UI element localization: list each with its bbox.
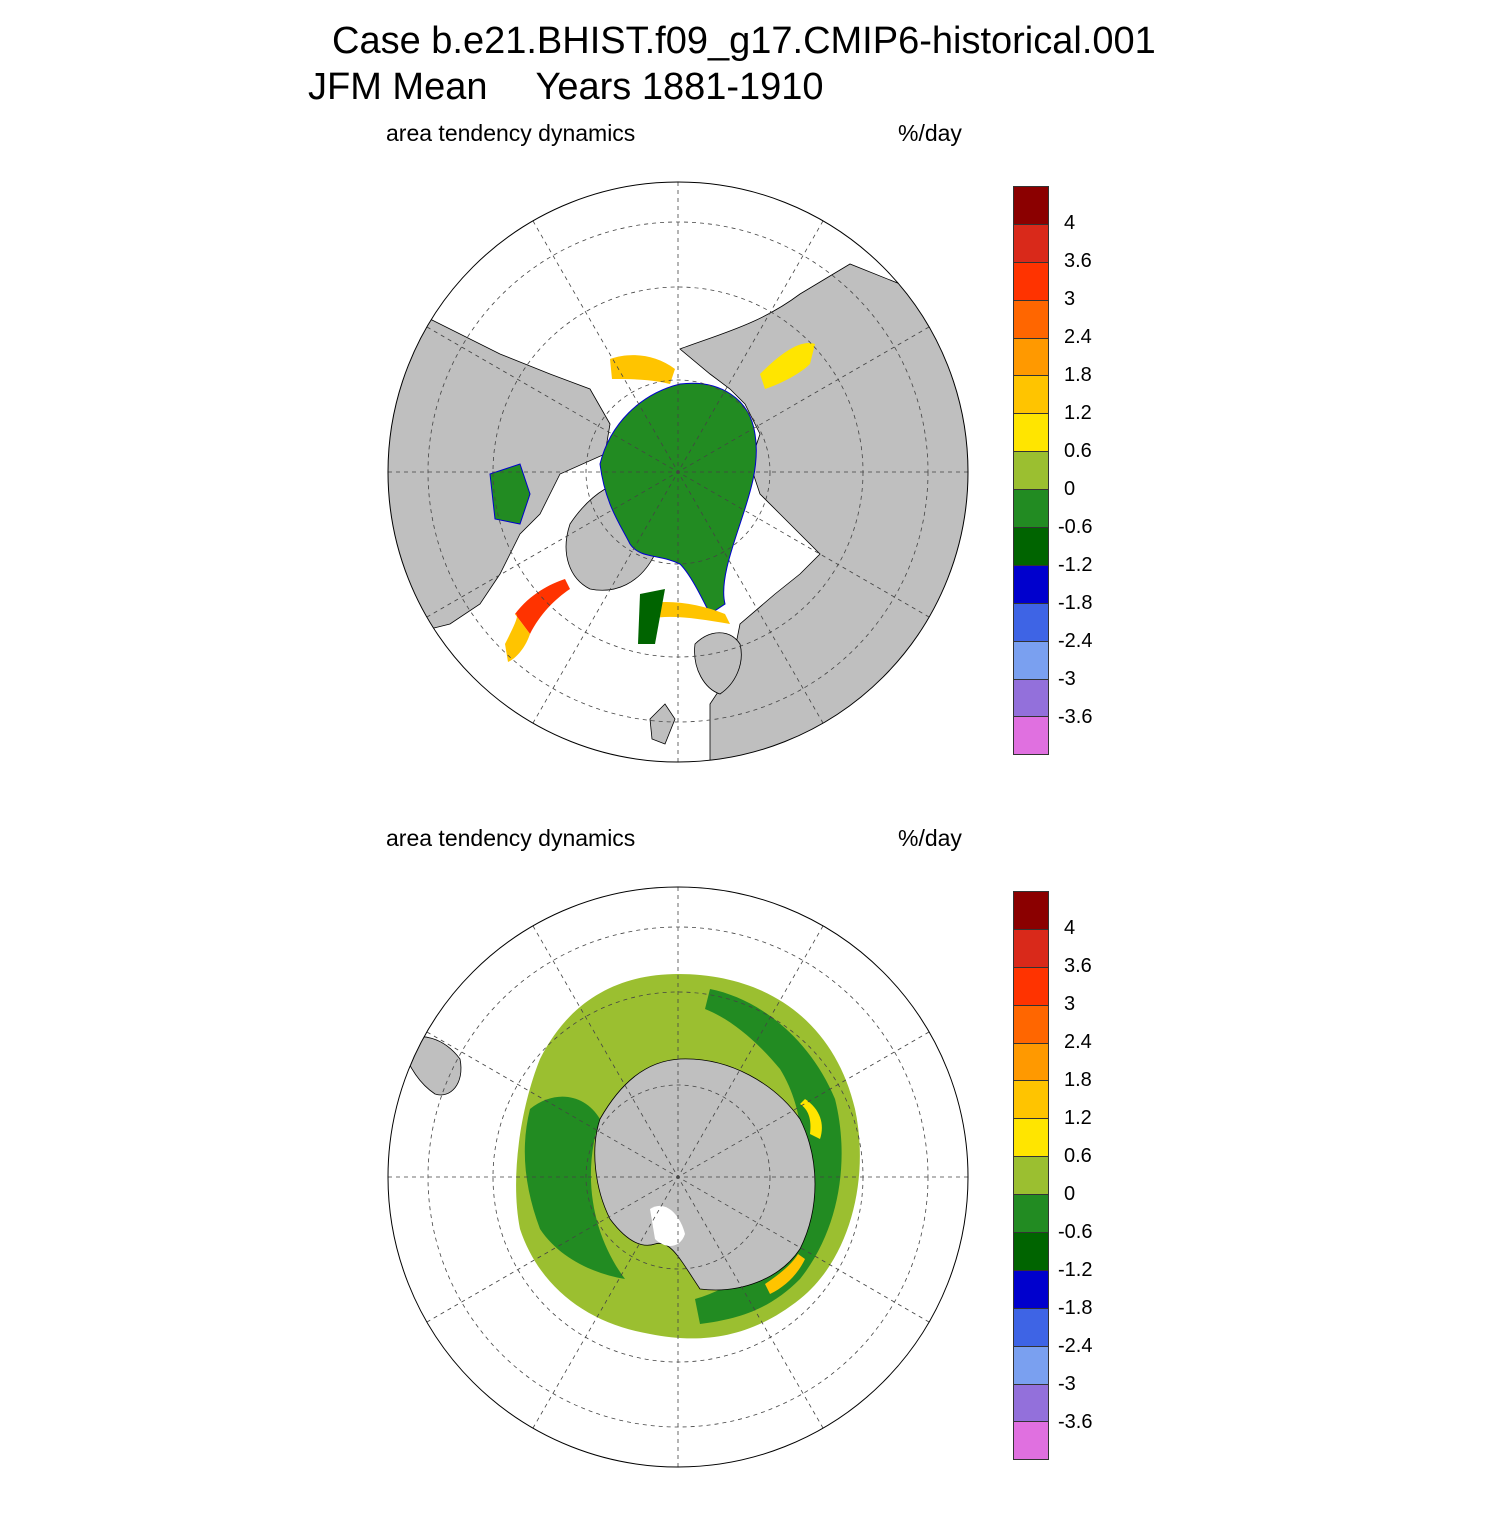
north-map-border — [387, 181, 969, 763]
colorbar-tick-label: -1.2 — [1058, 554, 1093, 576]
colorbar-tick-label: 0 — [1064, 1183, 1076, 1205]
colorbar-tick-label: -2.4 — [1058, 1335, 1093, 1357]
panel-north-units-label: %/day — [898, 120, 962, 146]
north-east-greenland-dark — [638, 589, 665, 644]
colorbar-swatch — [1013, 224, 1049, 263]
north-bering-ice — [610, 355, 675, 384]
colorbar-tick-label: 1.2 — [1064, 402, 1092, 424]
south-graticule — [388, 887, 968, 1467]
colorbar-tick-label: -1.8 — [1058, 592, 1093, 614]
north-polar-map — [387, 181, 969, 763]
colorbar-swatch — [1013, 603, 1049, 642]
north-barents-edge — [645, 602, 730, 624]
north-land-scandinavia — [694, 632, 742, 695]
south-southeast-edge-yellow — [765, 1254, 805, 1294]
south-east-edge-yellow — [800, 1099, 822, 1139]
colorbar-tick-label: -2.4 — [1058, 630, 1093, 652]
panel-south-units-label: %/day — [898, 825, 962, 851]
colorbar-tick-label: -0.6 — [1058, 1221, 1093, 1243]
colorbar-swatch — [1013, 1157, 1049, 1196]
south-ross-sea — [650, 1205, 685, 1246]
colorbar-swatch — [1013, 414, 1049, 453]
figure-title-years: Years 1881-1910 — [535, 66, 824, 108]
south-colorbar — [1013, 891, 1049, 1461]
colorbar-tick-label: 1.2 — [1064, 1107, 1092, 1129]
colorbar-swatch — [1013, 1043, 1049, 1082]
colorbar-swatch — [1013, 679, 1049, 718]
colorbar-tick-label: -1.2 — [1058, 1259, 1093, 1281]
figure-title-period: JFM Mean Years 1881-1910 — [308, 66, 824, 109]
colorbar-tick-label: 2.4 — [1064, 326, 1092, 348]
colorbar-swatch — [1013, 528, 1049, 566]
north-labrador-edge-yellow — [505, 614, 530, 662]
colorbar-tick-label: 3 — [1064, 993, 1076, 1015]
south-ice-patches-west — [524, 1096, 625, 1279]
colorbar-tick-label: 4 — [1064, 212, 1076, 234]
colorbar-swatch — [1013, 1005, 1049, 1044]
colorbar-tick-label: -0.6 — [1058, 516, 1093, 538]
colorbar-swatch — [1013, 1195, 1049, 1234]
panel-south: area tendency dynamics %/day — [0, 815, 1500, 1535]
colorbar-swatch — [1013, 1308, 1049, 1347]
colorbar-tick-label: 4 — [1064, 917, 1076, 939]
colorbar-swatch — [1013, 1081, 1049, 1120]
colorbar-tick-label: 0.6 — [1064, 1145, 1092, 1167]
colorbar-tick-label: 3.6 — [1064, 250, 1092, 272]
colorbar-tick-label: 0 — [1064, 478, 1076, 500]
colorbar-swatch — [1013, 1233, 1049, 1271]
colorbar-swatch — [1013, 300, 1049, 339]
colorbar-tick-label: 3 — [1064, 288, 1076, 310]
colorbar-swatch — [1013, 186, 1049, 225]
colorbar-tick-label: 1.8 — [1064, 1069, 1092, 1091]
north-labrador-edge — [515, 579, 570, 634]
panel-north: area tendency dynamics %/day — [0, 110, 1500, 830]
colorbar-swatch — [1013, 1119, 1049, 1158]
north-labrador-ice — [489, 463, 531, 525]
south-polar-map — [387, 886, 969, 1468]
figure-title-mean: JFM Mean — [308, 66, 488, 108]
colorbar-tick-label: -3.6 — [1058, 706, 1093, 728]
north-arctic-ice — [599, 382, 757, 615]
south-land-antarctica — [594, 1058, 816, 1291]
colorbar-swatch — [1013, 641, 1049, 680]
colorbar-swatch — [1013, 891, 1049, 930]
north-land-uk — [649, 703, 676, 745]
colorbar-tick-label: -3.6 — [1058, 1411, 1093, 1433]
colorbar-swatch — [1013, 717, 1049, 756]
colorbar-swatch — [1013, 338, 1049, 377]
north-colorbar — [1013, 186, 1049, 756]
colorbar-tick-label: -3 — [1058, 1373, 1076, 1395]
colorbar-swatch — [1013, 1422, 1049, 1461]
colorbar-swatch — [1013, 376, 1049, 415]
south-map-border — [387, 886, 969, 1468]
colorbar-tick-label: 0.6 — [1064, 440, 1092, 462]
north-graticule — [388, 182, 968, 762]
figure-title-case: Case b.e21.BHIST.f09_g17.CMIP6-historica… — [332, 20, 1156, 62]
panel-south-variable-label: area tendency dynamics — [386, 825, 636, 851]
colorbar-swatch — [1013, 452, 1049, 491]
south-ice-patches — [695, 989, 842, 1324]
colorbar-tick-label: 1.8 — [1064, 364, 1092, 386]
north-okhotsk-ice — [760, 343, 815, 389]
colorbar-swatch — [1013, 1384, 1049, 1423]
colorbar-swatch — [1013, 565, 1049, 604]
colorbar-tick-label: 3.6 — [1064, 955, 1092, 977]
colorbar-swatch — [1013, 1346, 1049, 1385]
panel-north-variable-label: area tendency dynamics — [386, 120, 636, 146]
colorbar-swatch — [1013, 262, 1049, 301]
colorbar-swatch — [1013, 929, 1049, 968]
colorbar-tick-label: -1.8 — [1058, 1297, 1093, 1319]
colorbar-swatch — [1013, 1270, 1049, 1309]
colorbar-tick-label: -3 — [1058, 668, 1076, 690]
colorbar-tick-label: 2.4 — [1064, 1031, 1092, 1053]
colorbar-swatch — [1013, 967, 1049, 1006]
colorbar-swatch — [1013, 490, 1049, 529]
